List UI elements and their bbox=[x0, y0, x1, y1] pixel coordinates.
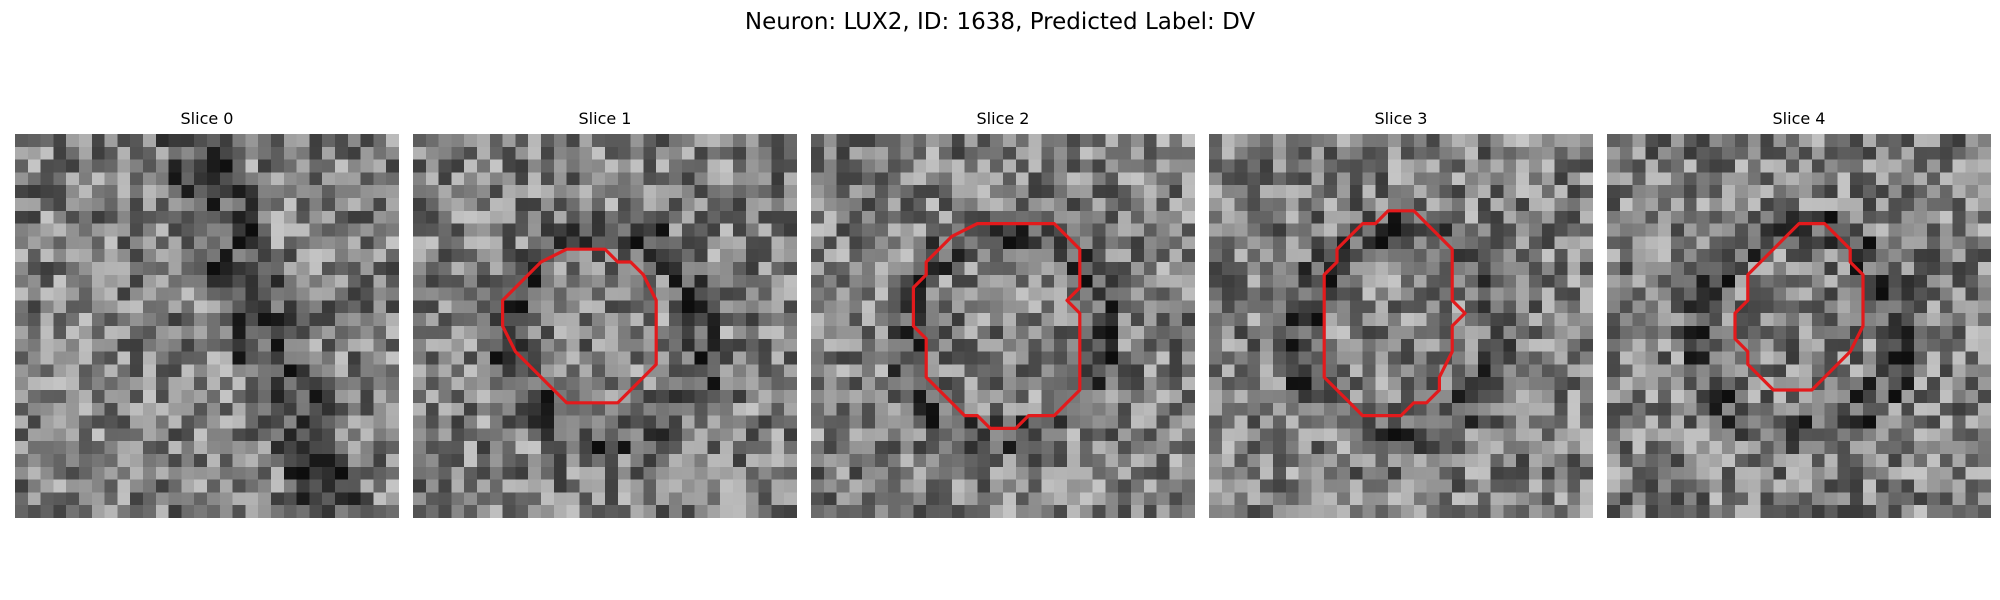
microscopy-slice-image bbox=[413, 134, 797, 518]
cell-contour-outline bbox=[501, 247, 658, 405]
microscopy-slice-image bbox=[15, 134, 399, 518]
cell-contour-outline bbox=[1322, 209, 1467, 418]
microscopy-slice-image bbox=[1209, 134, 1593, 518]
figure-title: Neuron: LUX2, ID: 1638, Predicted Label:… bbox=[744, 9, 1256, 35]
slice-title: Slice 4 bbox=[1772, 109, 1826, 128]
cell-contour-outline bbox=[1733, 222, 1865, 392]
microscopy-slice-image bbox=[811, 134, 1195, 518]
slice-title: Slice 3 bbox=[1374, 109, 1428, 128]
slice-title: Slice 0 bbox=[180, 109, 234, 128]
slice-title: Slice 2 bbox=[976, 109, 1030, 128]
slice-title: Slice 1 bbox=[578, 109, 632, 128]
microscopy-slice-image bbox=[1607, 134, 1991, 518]
cell-contour-outline bbox=[911, 222, 1082, 431]
